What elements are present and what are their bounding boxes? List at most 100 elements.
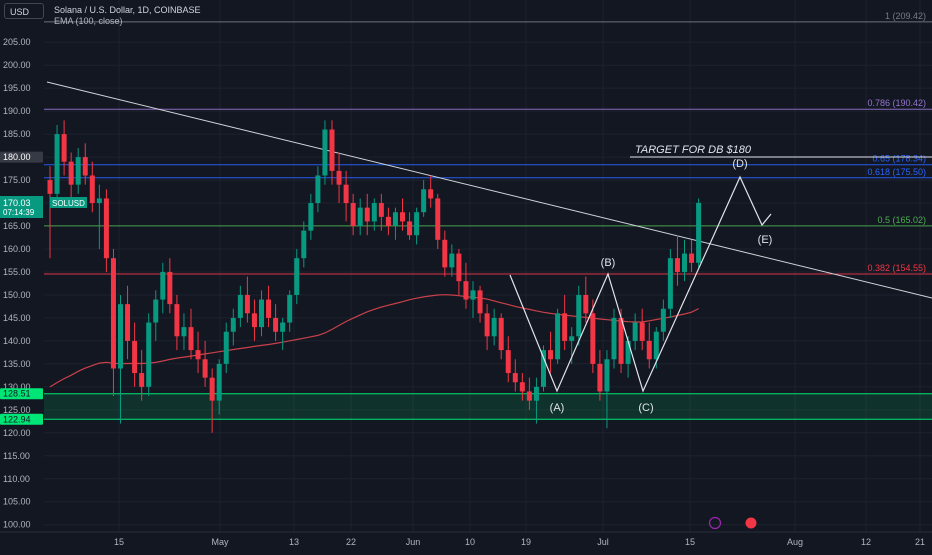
candle-body [181,327,187,337]
y-tick-label: 190.00 [3,106,31,116]
axes: 100.00105.00110.00115.00120.00125.00130.… [0,37,932,547]
pattern-point-label: (A) [550,402,565,414]
candle-body [400,212,405,222]
y-tick-label: 130.00 [3,382,31,392]
candle-body [174,304,180,337]
candle-body [477,290,483,314]
countdown-tag: 07:14:39 [3,208,35,217]
candle-body [139,373,145,387]
y-tick-label: 200.00 [3,60,31,70]
y-tick-label: 195.00 [3,83,31,93]
candle-body [456,253,462,282]
trendline [46,81,932,299]
candle-body [322,129,328,176]
candle-body [498,317,504,351]
hover-price-tag: 180.00 [3,152,31,162]
candle-body [378,203,384,217]
last-price-tag-bg [0,196,43,218]
support-zone [44,393,932,420]
x-tick-label: 22 [346,537,356,547]
y-tick-label: 155.00 [3,267,31,277]
candle-body [682,253,687,272]
candle-body [597,363,603,392]
x-tick-label: 15 [685,537,695,547]
y-tick-label: 160.00 [3,244,31,254]
candle-body [259,299,264,328]
x-tick-label: Jul [597,537,609,547]
candle-body [385,216,391,227]
candle-body [54,134,60,194]
pattern-path [509,175,772,393]
fib-levels: 1 (209.42) 0.786 (190.42) 0.65 (178.34) 0.6… [44,11,932,275]
candle-body [583,294,589,314]
candle-body [414,212,420,236]
candle-body [660,308,666,332]
currency-button[interactable]: USD [4,3,44,19]
candle-body [392,212,398,227]
candle-body [449,253,455,268]
x-tick-label: 10 [465,537,475,547]
candle-body [421,189,427,213]
candle-body [569,336,575,341]
pattern-point-label: (D) [732,158,747,170]
candle-body [611,317,617,360]
candle-body [653,331,659,360]
y-tick-label: 165.00 [3,221,31,231]
candle-body [442,239,448,268]
candle-body [625,340,631,364]
candle-body [153,299,159,323]
candle-body [519,382,525,392]
fib-label: 0.382 (154.55) [867,263,926,273]
candle-body [89,175,95,204]
candle-body [371,203,377,222]
candle-body [329,129,335,171]
symbol-tag: SOLUSD [52,199,85,208]
candle-body [160,271,166,300]
candle-body [463,281,469,300]
y-tick-label: 140.00 [3,336,31,346]
y-tick-label: 125.00 [3,405,31,415]
candle-body [357,207,363,227]
candle-body [364,207,370,222]
flag-icon [745,517,757,529]
candle-body [188,327,194,351]
candle-body [632,322,638,341]
candle-body [230,317,236,332]
y-tick-label: 135.00 [3,359,31,369]
candle-body [646,340,652,360]
x-tick-label: 19 [521,537,531,547]
y-tick-label: 105.00 [3,497,31,507]
y-tick-label: 175.00 [3,175,31,185]
pattern-point-label: (E) [758,234,773,246]
candle-body [526,391,532,401]
support-high-tag: 128.51 [3,389,31,399]
candle-body [223,331,229,364]
fib-label: 1 (209.42) [885,11,926,21]
trendline [46,81,932,299]
x-tick-label: 13 [289,537,299,547]
fib-label: 0.786 (190.42) [867,98,926,108]
symbol-tag-bg [50,197,87,208]
candle-body [301,230,307,259]
candle-body [491,317,497,337]
candle-body [294,258,300,295]
candle-body [350,203,356,227]
candle-body [125,304,131,341]
last-price-tag: 170.03 [3,198,31,208]
y-tick-label: 205.00 [3,37,31,47]
candle-body [562,313,568,341]
candle-body [315,175,321,204]
candle-body [47,180,53,194]
candle-body [674,258,680,272]
candle-body [689,253,695,263]
candle-body [75,157,81,185]
fib-label: 0.618 (175.50) [867,167,926,177]
candle-body [287,294,293,323]
candle-body [590,313,596,364]
candle-body [336,170,342,185]
candle-body [639,322,645,341]
candle-body [484,313,490,337]
x-tick-label: 12 [861,537,871,547]
